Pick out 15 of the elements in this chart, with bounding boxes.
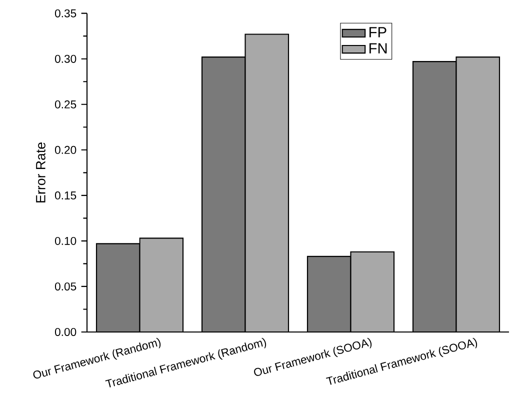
y-tick-label: 0.20 [54,146,76,154]
y-tick-label: 0.00 [54,328,76,336]
legend-label: FP [370,27,386,38]
bar [202,57,246,332]
y-tick-label: 0.35 [54,9,76,18]
legend-label: FN [370,43,387,54]
y-tick-label: 0.15 [54,191,76,200]
y-axis-title: Error Rate [36,142,46,202]
y-tick-label: 0.30 [54,54,76,63]
bar [96,244,140,332]
y-tick-label: 0.25 [54,100,76,108]
y-tick-label: 0.10 [54,236,76,245]
bar [307,256,351,332]
y-tick-label: 0.05 [54,282,76,290]
bar [412,61,457,332]
